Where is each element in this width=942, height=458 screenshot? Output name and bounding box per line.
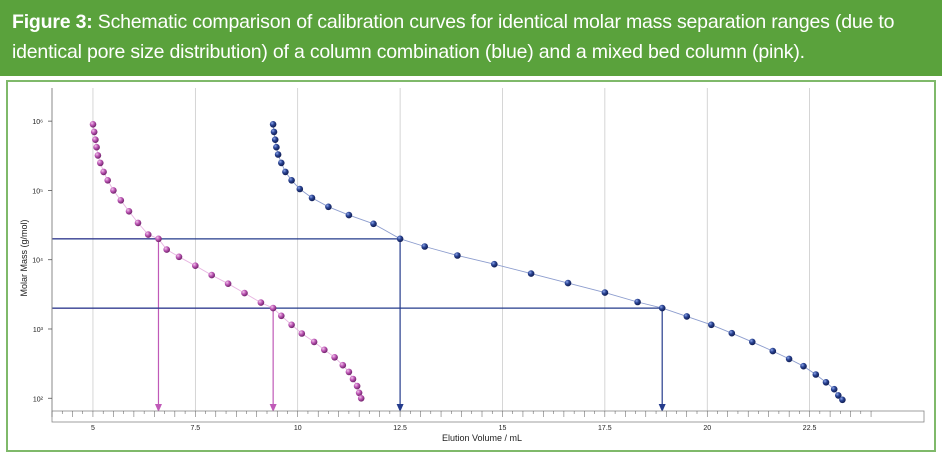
y-tick-label: 10⁶ — [32, 119, 43, 126]
data-point — [270, 128, 278, 136]
series-line — [272, 124, 843, 401]
data-point — [728, 329, 736, 337]
data-point — [155, 235, 162, 243]
data-point — [308, 194, 316, 202]
data-point — [269, 121, 277, 128]
data-point — [331, 354, 338, 361]
data-point — [274, 151, 282, 158]
data-point — [601, 289, 609, 296]
y-tick-label: 10³ — [33, 327, 44, 334]
series-line — [92, 124, 362, 399]
figure-caption: Figure 3: Schematic comparison of calibr… — [0, 0, 942, 76]
data-point — [421, 243, 429, 250]
x-tick-label: 22.5 — [803, 425, 817, 432]
data-point — [94, 152, 102, 159]
data-point — [241, 289, 248, 297]
data-point — [355, 389, 363, 397]
data-point — [339, 361, 347, 369]
x-axis-band — [51, 410, 925, 423]
figure-label: Figure 3: — [12, 11, 93, 33]
data-point — [454, 252, 461, 259]
x-tick-label: 10 — [294, 425, 302, 432]
data-point — [822, 379, 830, 386]
guide-arrow — [658, 404, 666, 412]
data-point — [208, 271, 215, 279]
data-point — [370, 220, 377, 228]
data-point — [769, 347, 777, 355]
data-point — [144, 231, 152, 238]
data-point — [134, 219, 142, 227]
guide-arrow — [396, 404, 404, 412]
data-point — [93, 143, 100, 151]
data-point — [708, 321, 715, 329]
data-point — [117, 197, 125, 204]
data-point — [298, 330, 306, 337]
data-point — [785, 355, 793, 363]
data-point — [288, 321, 295, 329]
data-point — [658, 304, 666, 312]
x-tick-label: 15 — [499, 425, 507, 432]
data-point — [345, 211, 353, 219]
data-point — [163, 246, 170, 253]
guide-arrow — [269, 404, 277, 412]
data-point — [175, 253, 183, 261]
data-point — [89, 121, 97, 128]
data-point — [491, 260, 498, 268]
y-axis-label: Molar Mass (g/mol) — [19, 219, 29, 296]
data-point — [271, 136, 279, 143]
y-tick-label: 10² — [33, 396, 44, 403]
data-point — [357, 395, 365, 402]
data-point — [288, 177, 295, 184]
data-point — [278, 159, 285, 167]
data-point — [564, 279, 572, 287]
data-point — [257, 299, 265, 306]
data-point — [192, 262, 199, 270]
data-point — [749, 338, 756, 346]
data-point — [396, 235, 404, 243]
data-point — [310, 338, 318, 346]
data-point — [125, 208, 133, 215]
y-tick-label: 10⁵ — [32, 188, 43, 195]
x-tick-label: 12.5 — [393, 425, 407, 432]
data-point — [273, 143, 280, 151]
data-point — [278, 312, 285, 320]
data-point — [321, 346, 328, 354]
data-point — [634, 298, 641, 306]
data-point — [90, 128, 98, 136]
x-tick-label: 17.5 — [598, 425, 612, 432]
data-point — [110, 187, 117, 194]
data-point — [800, 362, 807, 370]
x-tick-label: 5 — [91, 425, 95, 432]
data-point — [97, 159, 104, 167]
data-point — [269, 304, 277, 312]
data-point — [839, 396, 846, 404]
data-point — [349, 375, 357, 383]
data-point — [353, 382, 361, 390]
data-point — [282, 168, 289, 176]
data-point — [92, 136, 99, 143]
data-point — [345, 368, 353, 376]
x-axis-label: Elution Volume / mL — [442, 433, 522, 443]
data-point — [224, 280, 232, 288]
data-point — [812, 371, 820, 378]
data-point — [835, 392, 842, 399]
data-point — [100, 168, 107, 176]
guide-arrow — [154, 404, 162, 412]
data-point — [830, 385, 838, 393]
figure-caption-text: Schematic comparison of calibration curv… — [12, 11, 895, 63]
data-point — [527, 270, 535, 277]
data-point — [104, 177, 111, 184]
x-tick-label: 7.5 — [190, 425, 200, 432]
data-point — [325, 203, 332, 211]
data-point — [683, 313, 691, 320]
x-tick-label: 20 — [703, 425, 711, 432]
y-tick-label: 10⁴ — [32, 258, 43, 265]
data-point — [296, 185, 304, 193]
